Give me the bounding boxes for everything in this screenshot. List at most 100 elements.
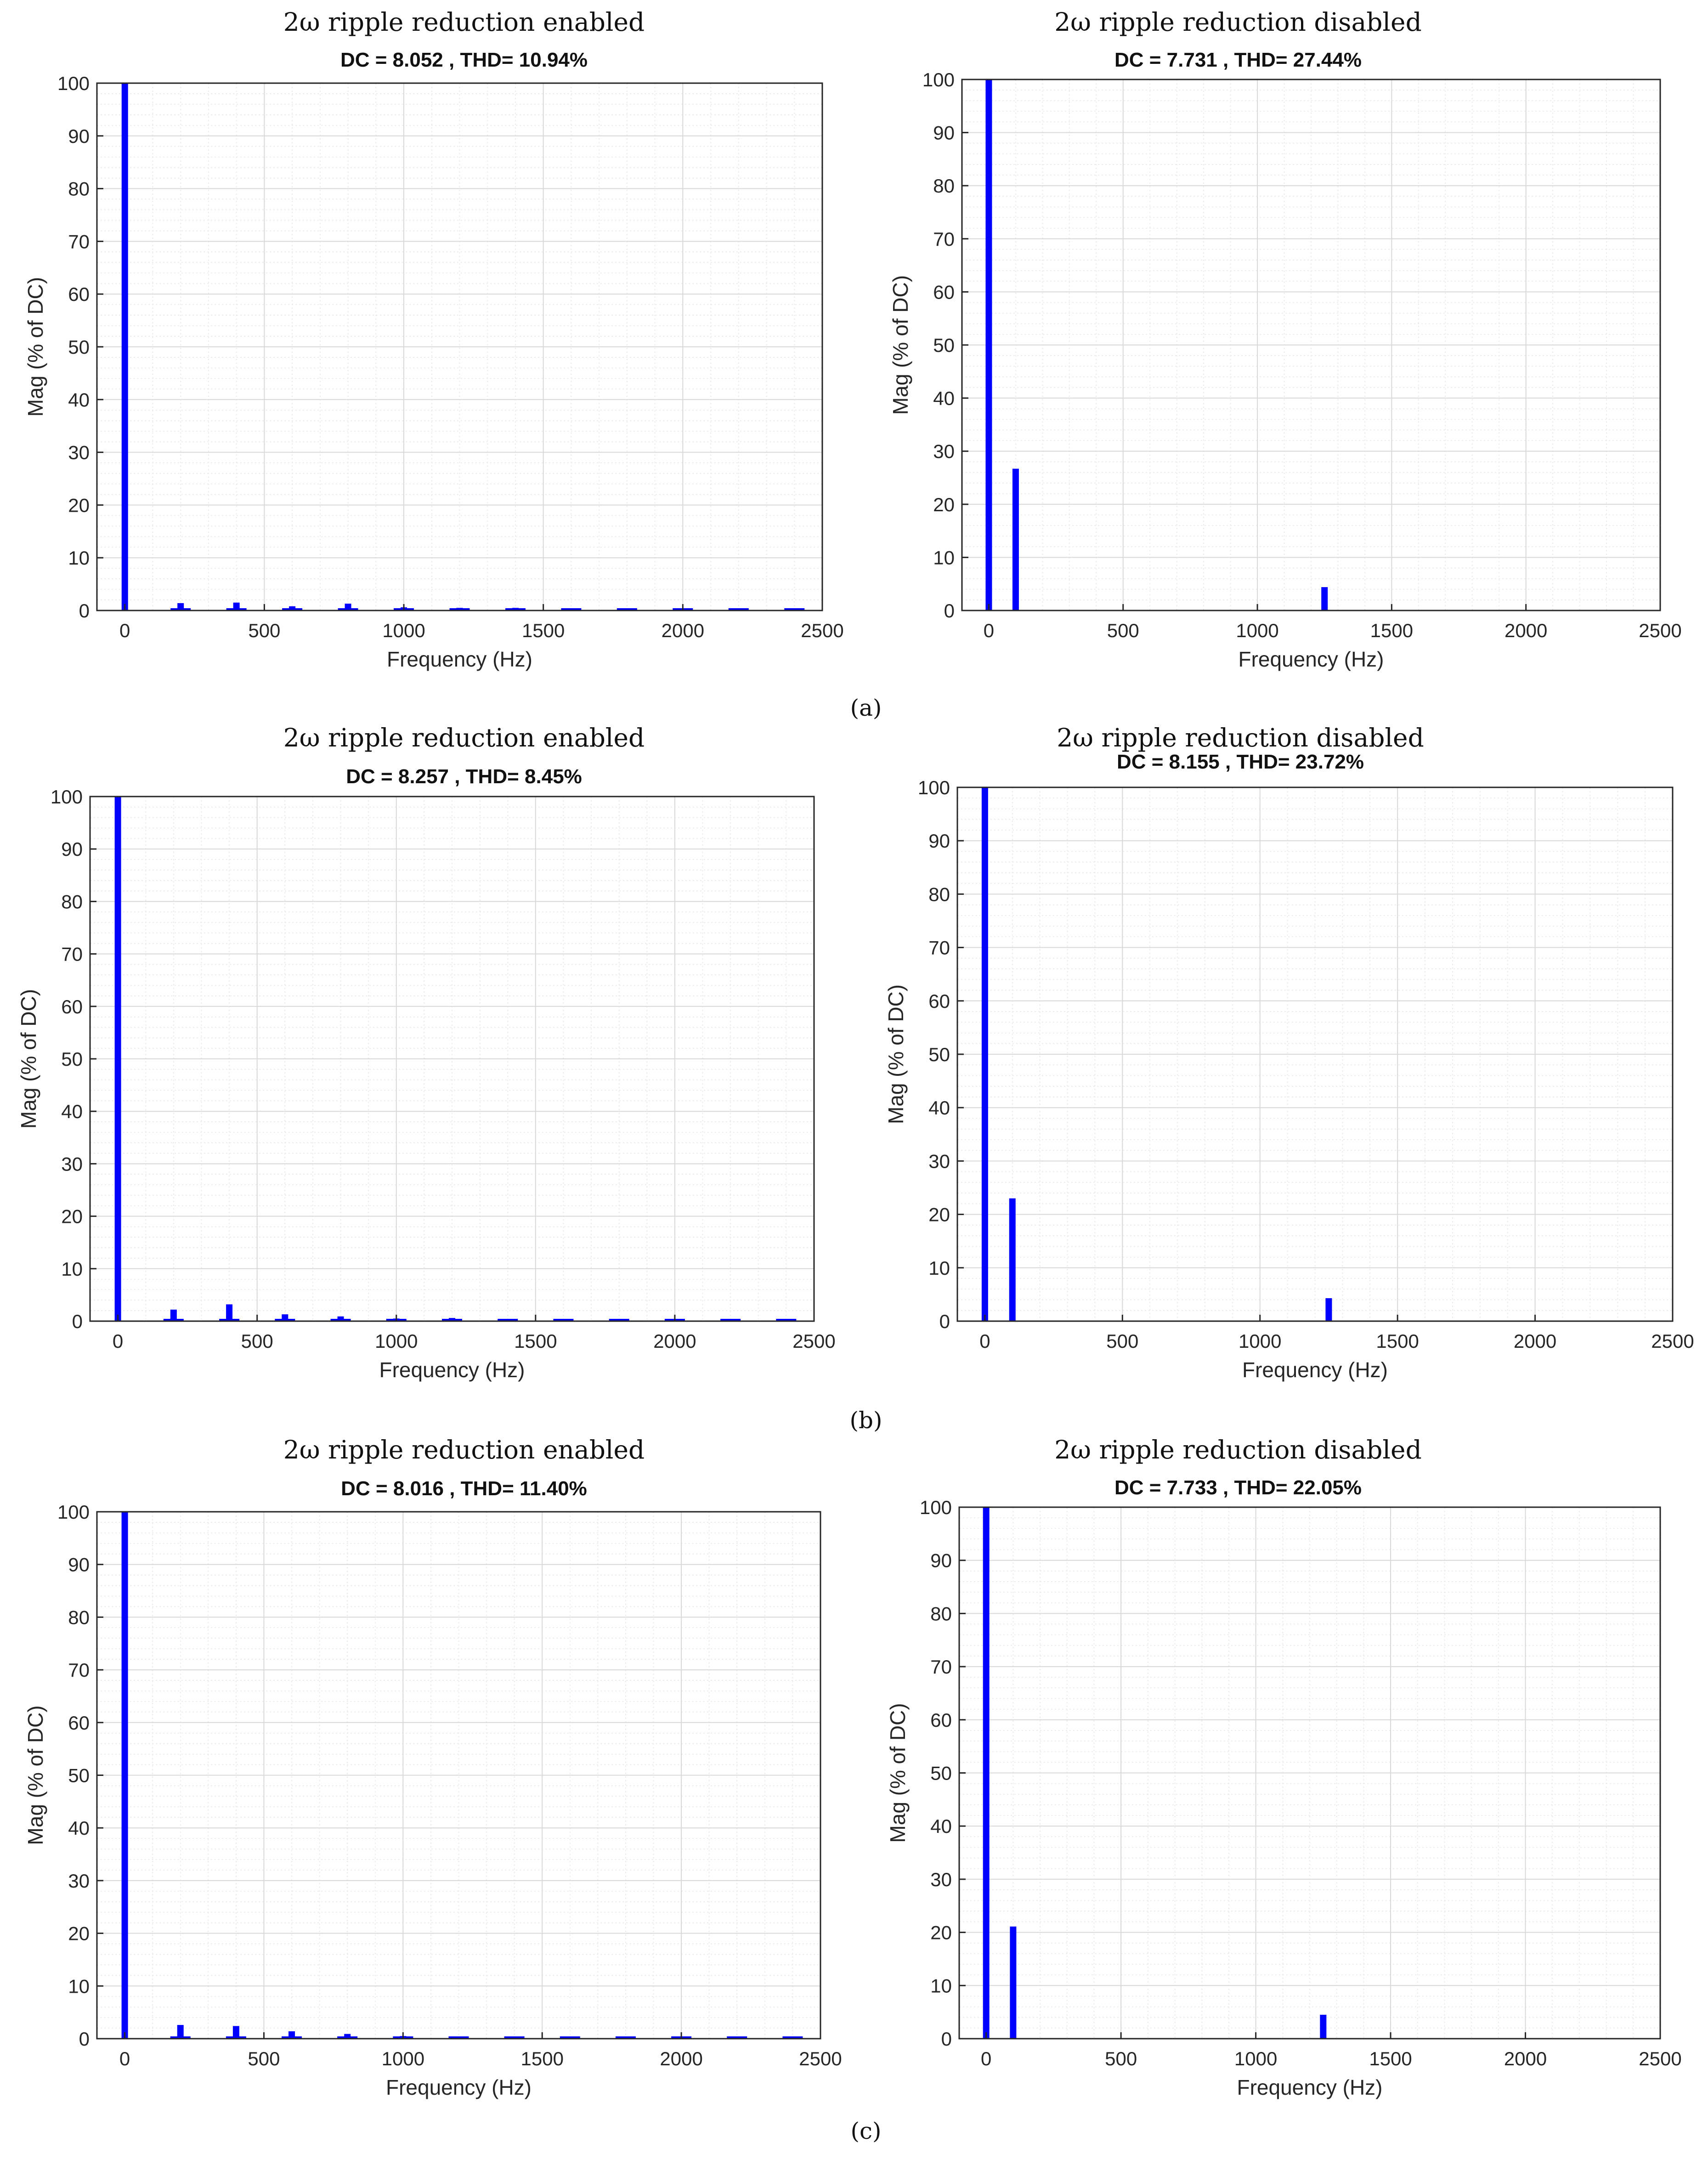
x-tick-label: 500 (248, 2048, 280, 2069)
x-tick-label: 1500 (522, 620, 565, 641)
chart-title: 2ω ripple reduction disabled (1057, 723, 1424, 752)
x-tick-label: 1000 (1239, 1330, 1281, 1352)
y-tick-label: 60 (933, 281, 955, 303)
y-tick-label: 60 (68, 1712, 90, 1734)
x-tick-label: 500 (1105, 2048, 1137, 2069)
bar-base (170, 608, 191, 610)
y-tick-label: 0 (72, 1311, 83, 1332)
x-tick-label: 2500 (1639, 620, 1681, 641)
x-tick-label: 2500 (792, 1330, 835, 1352)
y-tick-label: 50 (930, 1763, 952, 1784)
y-tick-label: 30 (68, 442, 90, 464)
y-tick-label: 100 (51, 786, 83, 808)
x-tick-label: 1500 (1370, 620, 1413, 641)
chart-title: 2ω ripple reduction enabled (283, 723, 645, 752)
y-tick-label: 90 (68, 125, 90, 147)
y-tick-label: 100 (57, 1501, 90, 1523)
x-tick-label: 500 (248, 620, 280, 641)
chart-panel-c-disabled: 2ω ripple reduction disabled DC = 7.733 … (854, 1429, 1708, 2099)
bar (114, 797, 121, 1321)
y-tick-label: 80 (928, 883, 950, 905)
y-tick-label: 30 (928, 1150, 950, 1172)
chart-title: 2ω ripple reduction enabled (283, 1435, 645, 1464)
y-tick-label: 50 (68, 1765, 90, 1786)
bar (985, 79, 992, 610)
x-tick-label: 500 (1107, 620, 1139, 641)
y-tick-label: 30 (930, 1869, 952, 1890)
bar-base (560, 2036, 580, 2039)
bar-base (226, 608, 247, 610)
x-axis-label: Frequency (Hz) (387, 647, 532, 671)
y-tick-label: 40 (68, 389, 90, 411)
bar-series (121, 1512, 803, 2039)
y-tick-label: 10 (928, 1257, 950, 1279)
bar-base (330, 1319, 351, 1321)
y-tick-label: 100 (57, 73, 90, 94)
bar-base (337, 2036, 358, 2039)
y-tick-label: 30 (68, 1870, 90, 1892)
bar (226, 1304, 233, 1321)
x-tick-label: 500 (241, 1330, 273, 1352)
chart-subtitle: DC = 7.731 , THD= 27.44% (1114, 49, 1362, 71)
bar (177, 2025, 184, 2039)
bar-base (727, 2036, 747, 2039)
x-tick-label: 1000 (382, 620, 425, 641)
y-tick-label: 90 (61, 838, 83, 860)
bar (121, 1512, 128, 2039)
y-tick-label: 0 (941, 2028, 952, 2050)
y-tick-label: 10 (68, 1975, 90, 1997)
x-tick-label: 0 (981, 2048, 991, 2069)
bar-base (553, 1319, 574, 1321)
chart-subtitle: DC = 8.016 , THD= 11.40% (341, 1477, 587, 1500)
x-axis-label: Frequency (Hz) (386, 2075, 532, 2099)
y-tick-label: 50 (61, 1048, 83, 1070)
x-tick-label: 2000 (1504, 620, 1547, 641)
y-tick-label: 90 (928, 830, 950, 852)
x-axis-label: Frequency (Hz) (379, 1358, 525, 1382)
bar-base (609, 1319, 629, 1321)
bar-base (163, 1319, 184, 1321)
chart-subtitle: DC = 8.257 , THD= 8.45% (346, 765, 582, 788)
x-tick-label: 0 (119, 620, 130, 641)
bar-base (282, 608, 303, 610)
chart-subtitle: DC = 8.155 , THD= 23.72% (1116, 751, 1364, 773)
x-tick-label: 1000 (375, 1330, 418, 1352)
bar-series (981, 787, 1332, 1321)
bar-base (616, 608, 637, 610)
y-tick-label: 60 (928, 990, 950, 1012)
y-tick-label: 20 (928, 1204, 950, 1226)
bar (1009, 1198, 1016, 1321)
x-axis-label: Frequency (Hz) (1237, 2075, 1383, 2099)
y-tick-label: 90 (68, 1554, 90, 1576)
bar-base (275, 1319, 295, 1321)
x-tick-label: 1000 (382, 2048, 424, 2069)
y-tick-label: 100 (918, 777, 950, 798)
x-tick-label: 2000 (1504, 2048, 1547, 2069)
x-tick-label: 0 (119, 2048, 130, 2069)
y-axis-label: Mag (% of DC) (886, 1703, 910, 1843)
y-tick-label: 0 (79, 2028, 90, 2050)
y-tick-label: 0 (939, 1311, 950, 1332)
bar-series (985, 79, 1328, 610)
x-tick-label: 2000 (1514, 1330, 1556, 1352)
bar (1012, 469, 1019, 610)
bar-base (442, 1319, 462, 1321)
bar-base (449, 608, 470, 610)
y-tick-label: 30 (933, 441, 955, 462)
chart-panel-b-enabled: 2ω ripple reduction enabled DC = 8.257 ,… (0, 717, 854, 1382)
bar-base (219, 1319, 240, 1321)
x-tick-label: 2500 (1639, 2048, 1681, 2069)
figure-caption-b: (b) (849, 1407, 882, 1434)
bar-base (505, 608, 526, 610)
y-tick-label: 50 (933, 334, 955, 356)
y-tick-label: 0 (79, 600, 90, 622)
